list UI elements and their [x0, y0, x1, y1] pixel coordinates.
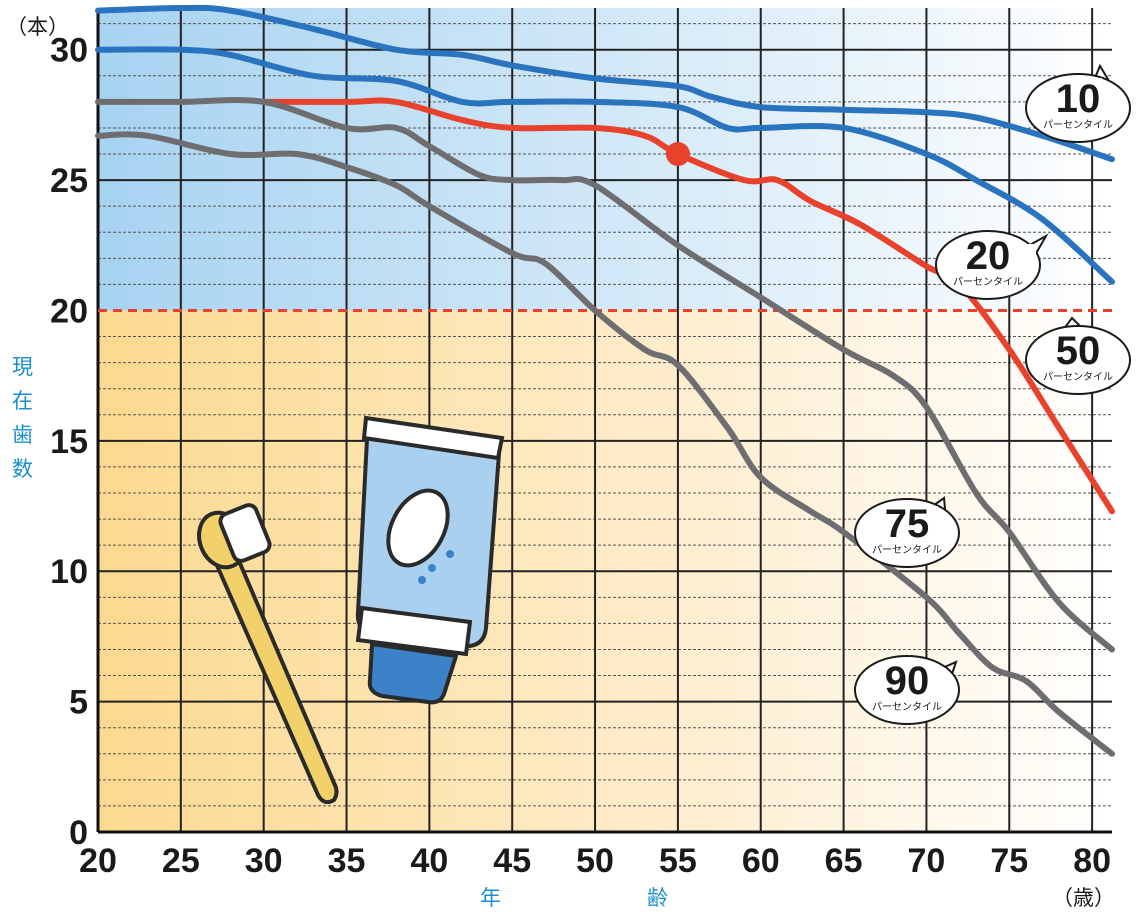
x-axis-tick-labels: 20 25 30 35 40 45 50 55 60 65 70 75 80 [79, 842, 1111, 880]
percentile-callouts: 10パーセンタイル20パーセンタイル50パーセンタイル75パーセンタイル90パー… [854, 63, 1131, 725]
callout-tail-cover [1054, 332, 1068, 342]
x-tick-label: 35 [328, 842, 366, 880]
y-axis-tick-labels: 0 5 10 15 20 25 30 [50, 32, 88, 852]
callout-tail-cover [924, 506, 938, 516]
x-tick-label: 40 [410, 842, 448, 880]
y-axis-unit: （本） [6, 15, 69, 39]
x-axis-label-char-1: 年 [480, 886, 501, 910]
x-axis-unit: （歳） [1052, 886, 1115, 910]
series-line-p20 [95, 46, 1115, 285]
x-axis-label-char-2: 齢 [647, 886, 668, 910]
x-tick-label: 70 [908, 842, 946, 880]
callout-number: 20 [966, 234, 1011, 278]
y-tick-label: 20 [50, 292, 88, 330]
y-axis-label-char-1: 現 [12, 355, 33, 379]
y-tick-label: 0 [69, 814, 88, 852]
callout-tail-cover [932, 668, 946, 678]
callout-tail-cover [1022, 244, 1036, 254]
series-lines [95, 4, 1115, 757]
series-line-p50 [260, 97, 1115, 515]
marker-dot [665, 142, 690, 167]
y-tick-label: 30 [50, 32, 88, 70]
x-axis-label: 年 齢 [480, 886, 668, 910]
y-tick-label: 15 [50, 423, 88, 461]
callout-number: 10 [1056, 77, 1101, 121]
x-tick-label: 65 [825, 842, 863, 880]
x-tick-label: 25 [162, 842, 200, 880]
callout-bubble [935, 230, 1041, 300]
series-line-p10 [95, 4, 1115, 163]
x-tick-label: 50 [576, 842, 614, 880]
callout-subtitle: パーセンタイル [1043, 371, 1113, 383]
y-axis-label-char-4: 数 [12, 457, 33, 481]
toothpaste-tube-illustration [355, 415, 505, 705]
series-line-p90 [95, 131, 1115, 757]
x-tick-label: 20 [79, 842, 117, 880]
callout-number: 90 [885, 659, 930, 703]
y-axis-label-char-3: 歯 [12, 423, 33, 447]
y-axis-label: 現 在 歯 数 [12, 355, 33, 481]
highlight-marker [665, 142, 690, 167]
toothbrush-illustration [197, 503, 339, 805]
y-axis-label-char-2: 在 [12, 389, 33, 413]
callout-bubble [1025, 73, 1131, 143]
callout-bubble [1025, 325, 1131, 395]
callout-number: 75 [885, 502, 930, 546]
x-tick-label: 60 [742, 842, 780, 880]
callout-number: 50 [1056, 329, 1101, 373]
x-tick-label: 30 [245, 842, 283, 880]
callout-subtitle: パーセンタイル [953, 276, 1023, 288]
y-tick-label: 25 [50, 162, 88, 200]
callout-tail-cover [1088, 78, 1102, 88]
callout-subtitle: パーセンタイル [1043, 119, 1113, 131]
x-tick-label: 75 [990, 842, 1028, 880]
y-tick-label: 5 [69, 684, 88, 722]
x-tick-label: 80 [1073, 842, 1111, 880]
series-line-p75 [95, 96, 1115, 653]
callout-subtitle: パーセンタイル [872, 544, 942, 556]
x-tick-label: 45 [493, 842, 531, 880]
y-tick-label: 10 [50, 553, 88, 591]
callout-subtitle: パーセンタイル [872, 701, 942, 713]
x-tick-label: 55 [659, 842, 697, 880]
